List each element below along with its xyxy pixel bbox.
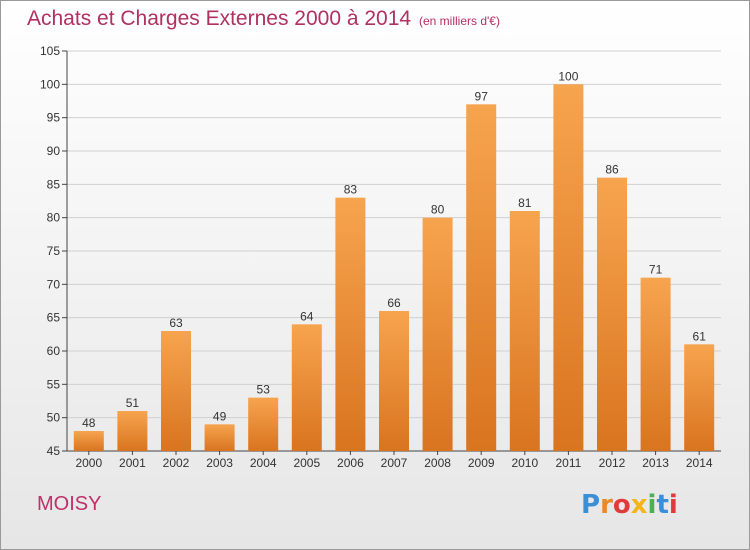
bar [335, 197, 366, 451]
data-label: 66 [387, 296, 401, 310]
y-tick-label: 70 [47, 277, 61, 291]
x-tick-label: 2011 [555, 456, 581, 470]
data-label: 63 [169, 316, 183, 330]
y-tick-label: 60 [47, 344, 61, 358]
bar [509, 211, 540, 451]
bar [684, 344, 715, 451]
data-label: 86 [605, 163, 619, 177]
data-label: 83 [344, 183, 358, 197]
y-tick-label: 80 [47, 211, 61, 225]
y-tick-label: 55 [47, 377, 61, 391]
data-label: 64 [300, 309, 314, 323]
x-tick-label: 2002 [163, 456, 190, 470]
bar [379, 311, 409, 451]
bars [73, 84, 715, 451]
data-label: 100 [558, 69, 578, 83]
x-tick-label: 2007 [381, 456, 408, 470]
bar [597, 177, 627, 451]
data-label: 49 [213, 409, 227, 423]
y-tick-label: 100 [40, 77, 60, 91]
y-tick-label: 90 [47, 144, 61, 158]
data-label: 97 [475, 89, 489, 103]
x-tick-label: 2008 [424, 456, 451, 470]
y-tick-label: 50 [47, 411, 61, 425]
bar [291, 324, 322, 451]
bar [422, 217, 453, 451]
data-labels: 48 51 63 49 53 64 83 66 80 97 81 100 86 71 61 [82, 69, 706, 430]
x-tick-label: 2005 [293, 456, 320, 470]
y-tick-label: 95 [47, 111, 61, 125]
bar [204, 424, 235, 451]
x-tick-label: 2006 [337, 456, 364, 470]
bar [117, 411, 148, 451]
y-tick-label: 65 [47, 311, 61, 325]
x-tick-label: 2003 [206, 456, 233, 470]
data-label: 53 [257, 383, 271, 397]
data-label: 48 [82, 416, 96, 430]
bar [248, 397, 279, 451]
brand-logo: Proxiti [581, 490, 678, 520]
commune-name: MOISY [37, 493, 102, 515]
bar [161, 331, 191, 451]
y-tick-label: 45 [47, 444, 61, 458]
x-tick-label: 2004 [250, 456, 277, 470]
y-tick-label: 105 [40, 44, 60, 58]
axes: 45 50 55 60 65 70 75 80 85 90 95 100 105 2000 2001 2002… [40, 44, 721, 470]
x-tick-label: 2013 [642, 456, 669, 470]
bar [553, 84, 584, 451]
x-tick-label: 2000 [75, 456, 102, 470]
x-tick-label: 2010 [511, 456, 538, 470]
bar [466, 104, 497, 451]
x-tick-label: 2009 [468, 456, 495, 470]
data-label: 80 [431, 203, 445, 217]
x-tick-label: 2012 [599, 456, 626, 470]
y-tick-label: 75 [47, 244, 61, 258]
data-label: 71 [649, 263, 663, 277]
chart-subtitle: (en milliers d'€) [419, 14, 500, 28]
y-tick-label: 85 [47, 177, 61, 191]
x-tick-label: 2014 [686, 456, 713, 470]
data-label: 81 [518, 196, 532, 210]
x-tick-label: 2001 [119, 456, 146, 470]
data-label: 61 [693, 329, 707, 343]
chart-title: Achats et Charges Externes 2000 à 2014 [27, 7, 412, 30]
bar [73, 431, 104, 451]
bar [640, 277, 671, 451]
data-label: 51 [126, 396, 140, 410]
